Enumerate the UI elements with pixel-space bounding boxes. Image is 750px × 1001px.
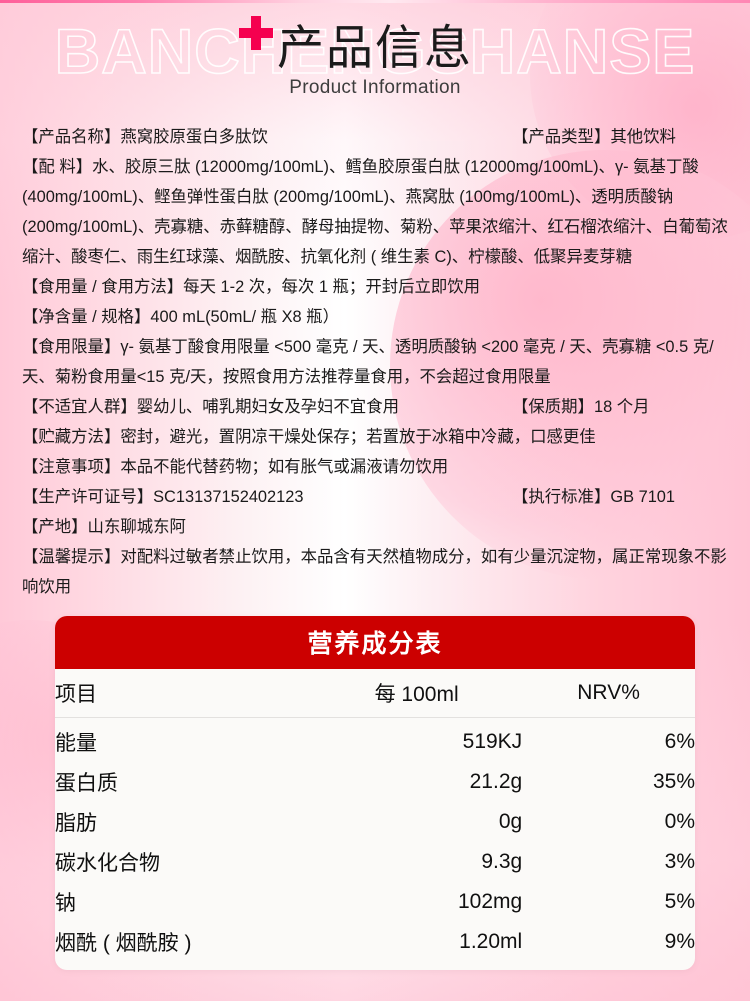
row-origin: 【产地】山东聊城东阿 — [22, 518, 186, 536]
license-number-text: 【生产许可证号】SC13137152402123 — [22, 488, 304, 506]
nutrition-row-item: 烟酰 ( 烟酰胺 ) — [55, 932, 192, 955]
nutrition-row-value: 21.2g — [469, 770, 523, 793]
nutrition-row-nrv: 6% — [664, 730, 695, 753]
nutrition-row-value: 1.20ml — [459, 930, 523, 953]
row-net-content: 【净含量 / 规格】400 mL(50mL/ 瓶 X8 瓶） — [22, 308, 339, 326]
nutrition-row-value: 102mg — [457, 890, 523, 913]
nutrition-table-body: 能量 519KJ 6% 蛋白质 21.2g 35% 脂肪 0g 0% 碳水化合物 9.3g 3% 钠 10… — [55, 718, 695, 971]
nutrition-row-value: 9.3g — [481, 850, 523, 873]
row-license: 【生产许可证号】SC13137152402123 【执行标准】GB 7101 — [22, 482, 728, 512]
row-unsuitable-group: 【不适宜人群】婴幼儿、哺乳期妇女及孕妇不宜食用 【保质期】18 个月 — [22, 392, 728, 422]
shelf-life-text: 【保质期】18 个月 — [512, 398, 650, 416]
nutrition-row-item: 钠 — [55, 892, 76, 915]
product-name-text: 【产品名称】燕窝胶原蛋白多肽饮 — [22, 128, 268, 146]
nutrition-row-value: 519KJ — [462, 730, 523, 753]
unsuitable-group-text: 【不适宜人群】婴幼儿、哺乳期妇女及孕妇不宜食用 — [22, 398, 399, 416]
product-info-body: 【产品名称】燕窝胶原蛋白多肽饮 【产品类型】其他饮料 【配 料】水、胶原三肽 (… — [0, 122, 750, 602]
table-header-row: 项目 每 100ml NRV% — [55, 669, 695, 718]
nutrition-table: 项目 每 100ml NRV% 能量 519KJ 6% 蛋白质 21.2g 35% 脂肪 0g… — [55, 669, 695, 970]
table-row: 碳水化合物 9.3g 3% — [55, 842, 695, 882]
nutrition-row-item: 蛋白质 — [55, 772, 118, 795]
row-notice: 【注意事项】本品不能代替药物；如有胀气或漏液请勿饮用 — [22, 458, 449, 476]
product-type-text: 【产品类型】其他饮料 — [512, 128, 676, 146]
nutrition-row-item: 能量 — [55, 732, 97, 755]
nutrition-facts-card: 营养成分表 项目 每 100ml NRV% 能量 519KJ 6% 蛋白质 21.2g 3… — [55, 616, 695, 970]
row-ingredients: 【配 料】水、胶原三肽 (12000mg/100mL)、鳕鱼胶原蛋白肽 (120… — [22, 158, 728, 266]
nutrition-table-head: 项目 每 100ml NRV% — [55, 669, 695, 718]
nutrition-row-nrv: 3% — [664, 850, 695, 873]
row-warm-tips: 【温馨提示】对配料过敏者禁止饮用，本品含有天然植物成分，如有少量沉淀物，属正常现… — [22, 548, 727, 596]
standard-text: 【执行标准】GB 7101 — [512, 488, 676, 506]
table-row: 烟酰 ( 烟酰胺 ) 1.20ml 9% — [55, 922, 695, 970]
nutrition-table-title: 营养成分表 — [55, 616, 695, 669]
page-title: 产品信息 — [277, 21, 473, 74]
nutrition-row-nrv: 35% — [652, 770, 695, 793]
table-row: 钠 102mg 5% — [55, 882, 695, 922]
plus-icon — [239, 16, 273, 50]
table-row: 脂肪 0g 0% — [55, 802, 695, 842]
col-header-item: 项目 — [55, 669, 311, 718]
nutrition-row-nrv: 9% — [664, 930, 695, 953]
row-dosage: 【食用量 / 食用方法】每天 1-2 次，每次 1 瓶；开封后立即饮用 — [22, 278, 481, 296]
page-header: BANCHENGSHANSE 产品信息 Product Information — [0, 0, 750, 122]
nutrition-row-nrv: 0% — [664, 810, 695, 833]
top-accent-strip — [0, 0, 750, 3]
col-header-value: 每 100ml — [311, 669, 523, 718]
nutrition-row-item: 碳水化合物 — [55, 852, 160, 875]
row-product-name: 【产品名称】燕窝胶原蛋白多肽饮 【产品类型】其他饮料 — [22, 122, 728, 152]
col-header-nrv: NRV% — [522, 669, 695, 718]
row-intake-limit: 【食用限量】γ- 氨基丁酸食用限量 <500 毫克 / 天、透明质酸钠 <200… — [22, 338, 714, 386]
nutrition-row-value: 0g — [498, 810, 523, 833]
nutrition-row-nrv: 5% — [664, 890, 695, 913]
nutrition-row-item: 脂肪 — [55, 812, 97, 835]
page-subtitle: Product Information — [289, 76, 461, 98]
table-row: 能量 519KJ 6% — [55, 718, 695, 763]
table-row: 蛋白质 21.2g 35% — [55, 762, 695, 802]
title-block: 产品信息 Product Information — [0, 16, 750, 99]
row-storage: 【贮藏方法】密封，避光，置阴凉干燥处保存；若置放于冰箱中冷藏，口感更佳 — [22, 428, 596, 446]
